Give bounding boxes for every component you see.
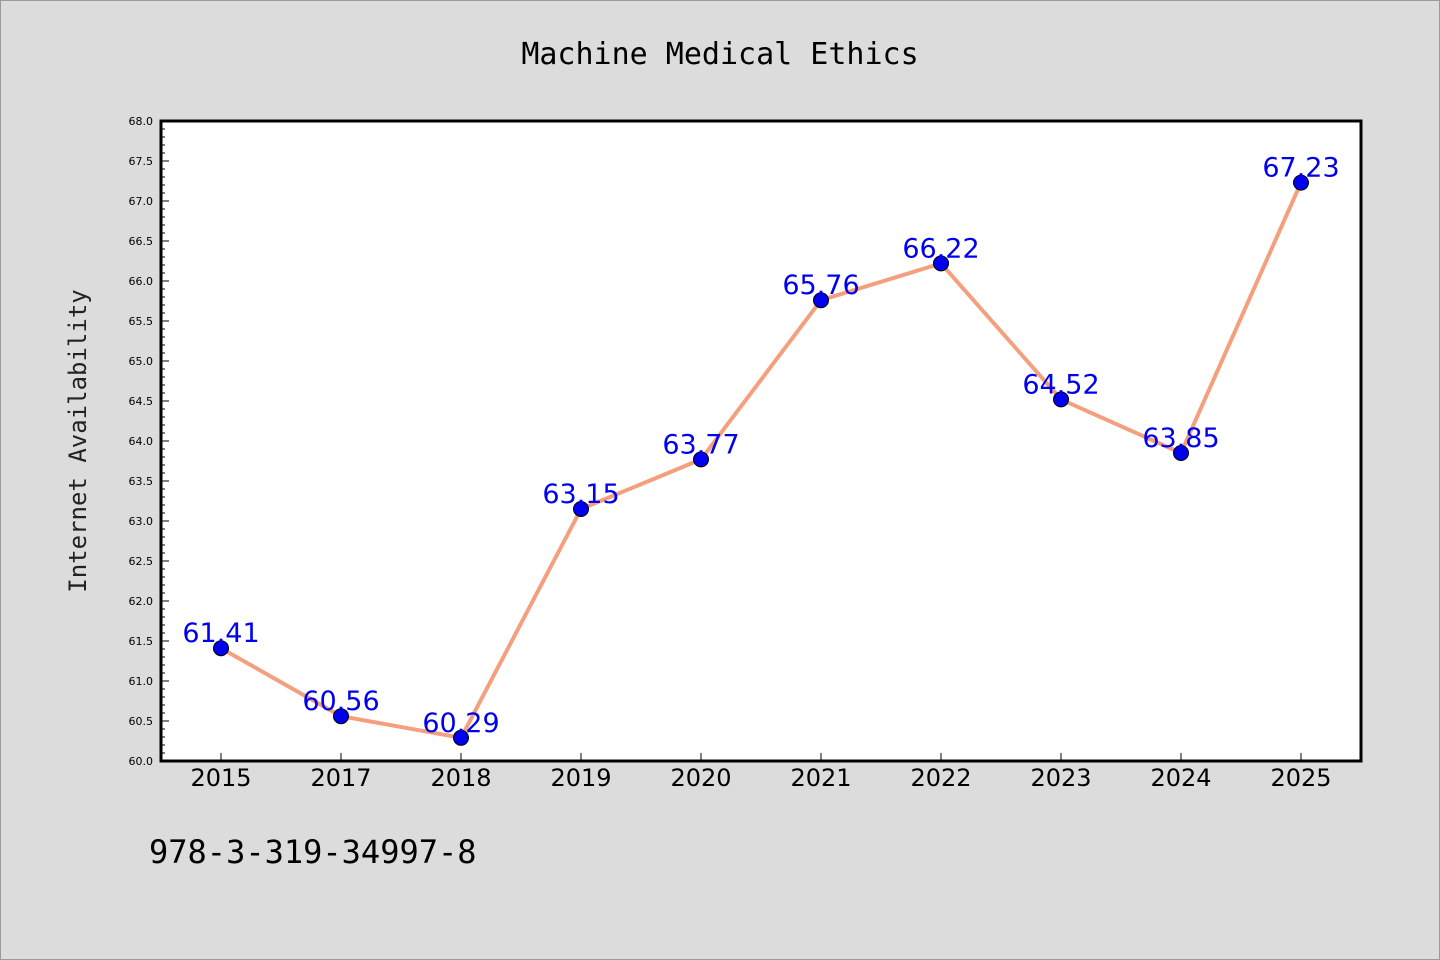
data-label-2015: 61.41 — [182, 618, 259, 649]
plot-frame — [159, 119, 1363, 763]
data-point-2022 — [933, 255, 949, 272]
data-label-2024: 63.85 — [1142, 423, 1219, 454]
x-tick-label: 2019 — [550, 764, 611, 792]
y-tick-label: 61.0 — [129, 675, 154, 688]
data-label-2020: 63.77 — [662, 429, 739, 460]
data-point-2023 — [1053, 391, 1069, 408]
data-point-2021 — [813, 292, 829, 309]
data-label-2021: 65.76 — [782, 270, 859, 301]
x-axis-ticks: 2015 2017 2018 2019 2020 2021 2022 2023 2024 2025 — [190, 753, 1332, 792]
y-tick-label: 62.0 — [129, 595, 154, 608]
isbn-code: 978-3-319-34997-8 — [149, 833, 477, 871]
x-tick-label: 2024 — [1150, 764, 1211, 792]
data-label-2019: 63.15 — [542, 479, 619, 510]
chart-title: Machine Medical Ethics — [521, 37, 918, 72]
y-tick-label: 63.5 — [129, 475, 154, 488]
y-tick-label: 64.0 — [129, 435, 154, 448]
data-label-2018: 60.29 — [422, 708, 499, 739]
data-point-2015 — [213, 640, 229, 657]
y-tick-label: 68.0 — [129, 115, 154, 128]
y-tick-label: 61.5 — [129, 635, 154, 648]
y-tick-label: 67.0 — [129, 195, 154, 208]
x-tick-label: 2015 — [190, 764, 251, 792]
data-point-2019 — [573, 501, 589, 517]
y-axis-ticks: 60.0 60.5 61.0 61.5 62.0 62.5 63.0 63.5 64.0 64.5… — [129, 115, 169, 768]
y-tick-label: 66.5 — [129, 235, 154, 248]
data-series: 61.41 60.56 60.29 63.15 63.77 65.76 66.22 64.52… — [182, 153, 1340, 746]
data-label-2022: 66.22 — [902, 233, 979, 264]
data-point-2025 — [1293, 174, 1309, 191]
x-tick-label: 2023 — [1030, 764, 1091, 792]
data-point-2020 — [693, 451, 709, 468]
y-tick-label: 60.0 — [129, 755, 154, 768]
data-point-2017 — [333, 708, 349, 725]
x-tick-label: 2021 — [790, 764, 851, 792]
data-label-2025: 67.23 — [1262, 153, 1339, 184]
series-line — [219, 180, 1303, 740]
x-tick-label: 2017 — [310, 764, 371, 792]
data-point-2018 — [453, 729, 469, 746]
x-tick-label: 2020 — [670, 764, 731, 792]
y-tick-label: 63.0 — [129, 515, 154, 528]
y-tick-label: 62.5 — [129, 555, 154, 568]
y-tick-label: 64.5 — [129, 395, 154, 408]
data-label-2023: 64.52 — [1022, 369, 1099, 400]
y-tick-label: 60.5 — [129, 715, 154, 728]
x-tick-label: 2018 — [430, 764, 491, 792]
x-tick-label: 2025 — [1270, 764, 1331, 792]
x-tick-label: 2022 — [910, 764, 971, 792]
data-point-2024 — [1173, 445, 1189, 461]
y-axis-label: Internet Availability — [64, 289, 92, 592]
y-tick-label: 65.5 — [129, 315, 154, 328]
plot-area — [161, 121, 1361, 761]
y-tick-label: 67.5 — [129, 155, 154, 168]
y-tick-label: 65.0 — [129, 355, 154, 368]
data-label-2017: 60.56 — [302, 686, 379, 717]
y-tick-label: 66.0 — [129, 275, 154, 288]
